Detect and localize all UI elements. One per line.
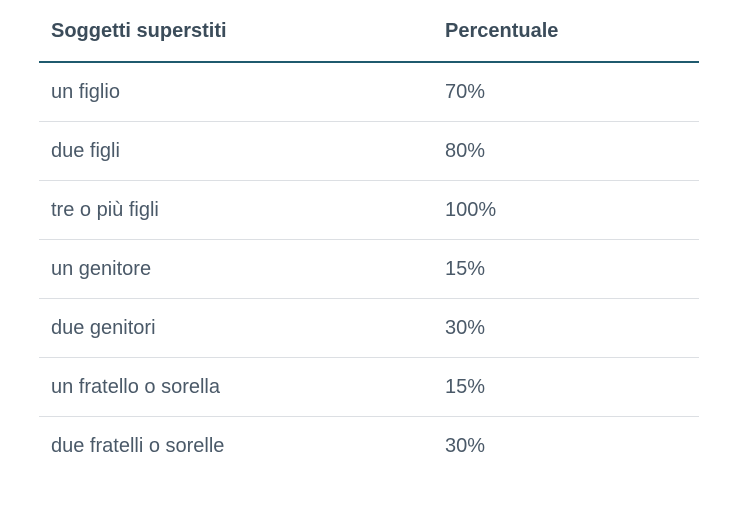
table-row: un figlio 70% — [39, 63, 699, 122]
table-row: due figli 80% — [39, 122, 699, 181]
cell-subject: un genitore — [51, 257, 152, 280]
cell-subject: tre o più figli — [51, 198, 159, 221]
cell-subject: due fratelli o sorelle — [51, 435, 225, 457]
header-subject: Soggetti superstiti — [51, 20, 227, 42]
cell-percentage: 30% — [445, 316, 486, 339]
table-header-row: Soggetti superstiti Percentuale — [39, 0, 699, 63]
cell-percentage: 70% — [445, 80, 486, 103]
cell-percentage: 30% — [445, 435, 486, 457]
cell-percentage: 15% — [445, 375, 486, 398]
table-row: tre o più figli 100% — [39, 181, 699, 240]
survivors-table: Soggetti superstiti Percentuale un figli… — [39, 0, 699, 476]
cell-subject: un fratello o sorella — [51, 375, 220, 398]
cell-percentage: 80% — [445, 139, 486, 162]
cell-percentage: 100% — [445, 198, 497, 221]
cell-subject: due genitori — [51, 316, 156, 339]
table-row: due genitori 30% — [39, 299, 699, 358]
cell-subject: un figlio — [51, 80, 120, 103]
cell-percentage: 15% — [445, 257, 486, 280]
table-row: due fratelli o sorelle 30% — [39, 417, 699, 476]
table-row: un genitore 15% — [39, 240, 699, 299]
table-row: un fratello o sorella 15% — [39, 358, 699, 417]
header-percentage: Percentuale — [445, 20, 559, 42]
cell-subject: due figli — [51, 139, 120, 162]
